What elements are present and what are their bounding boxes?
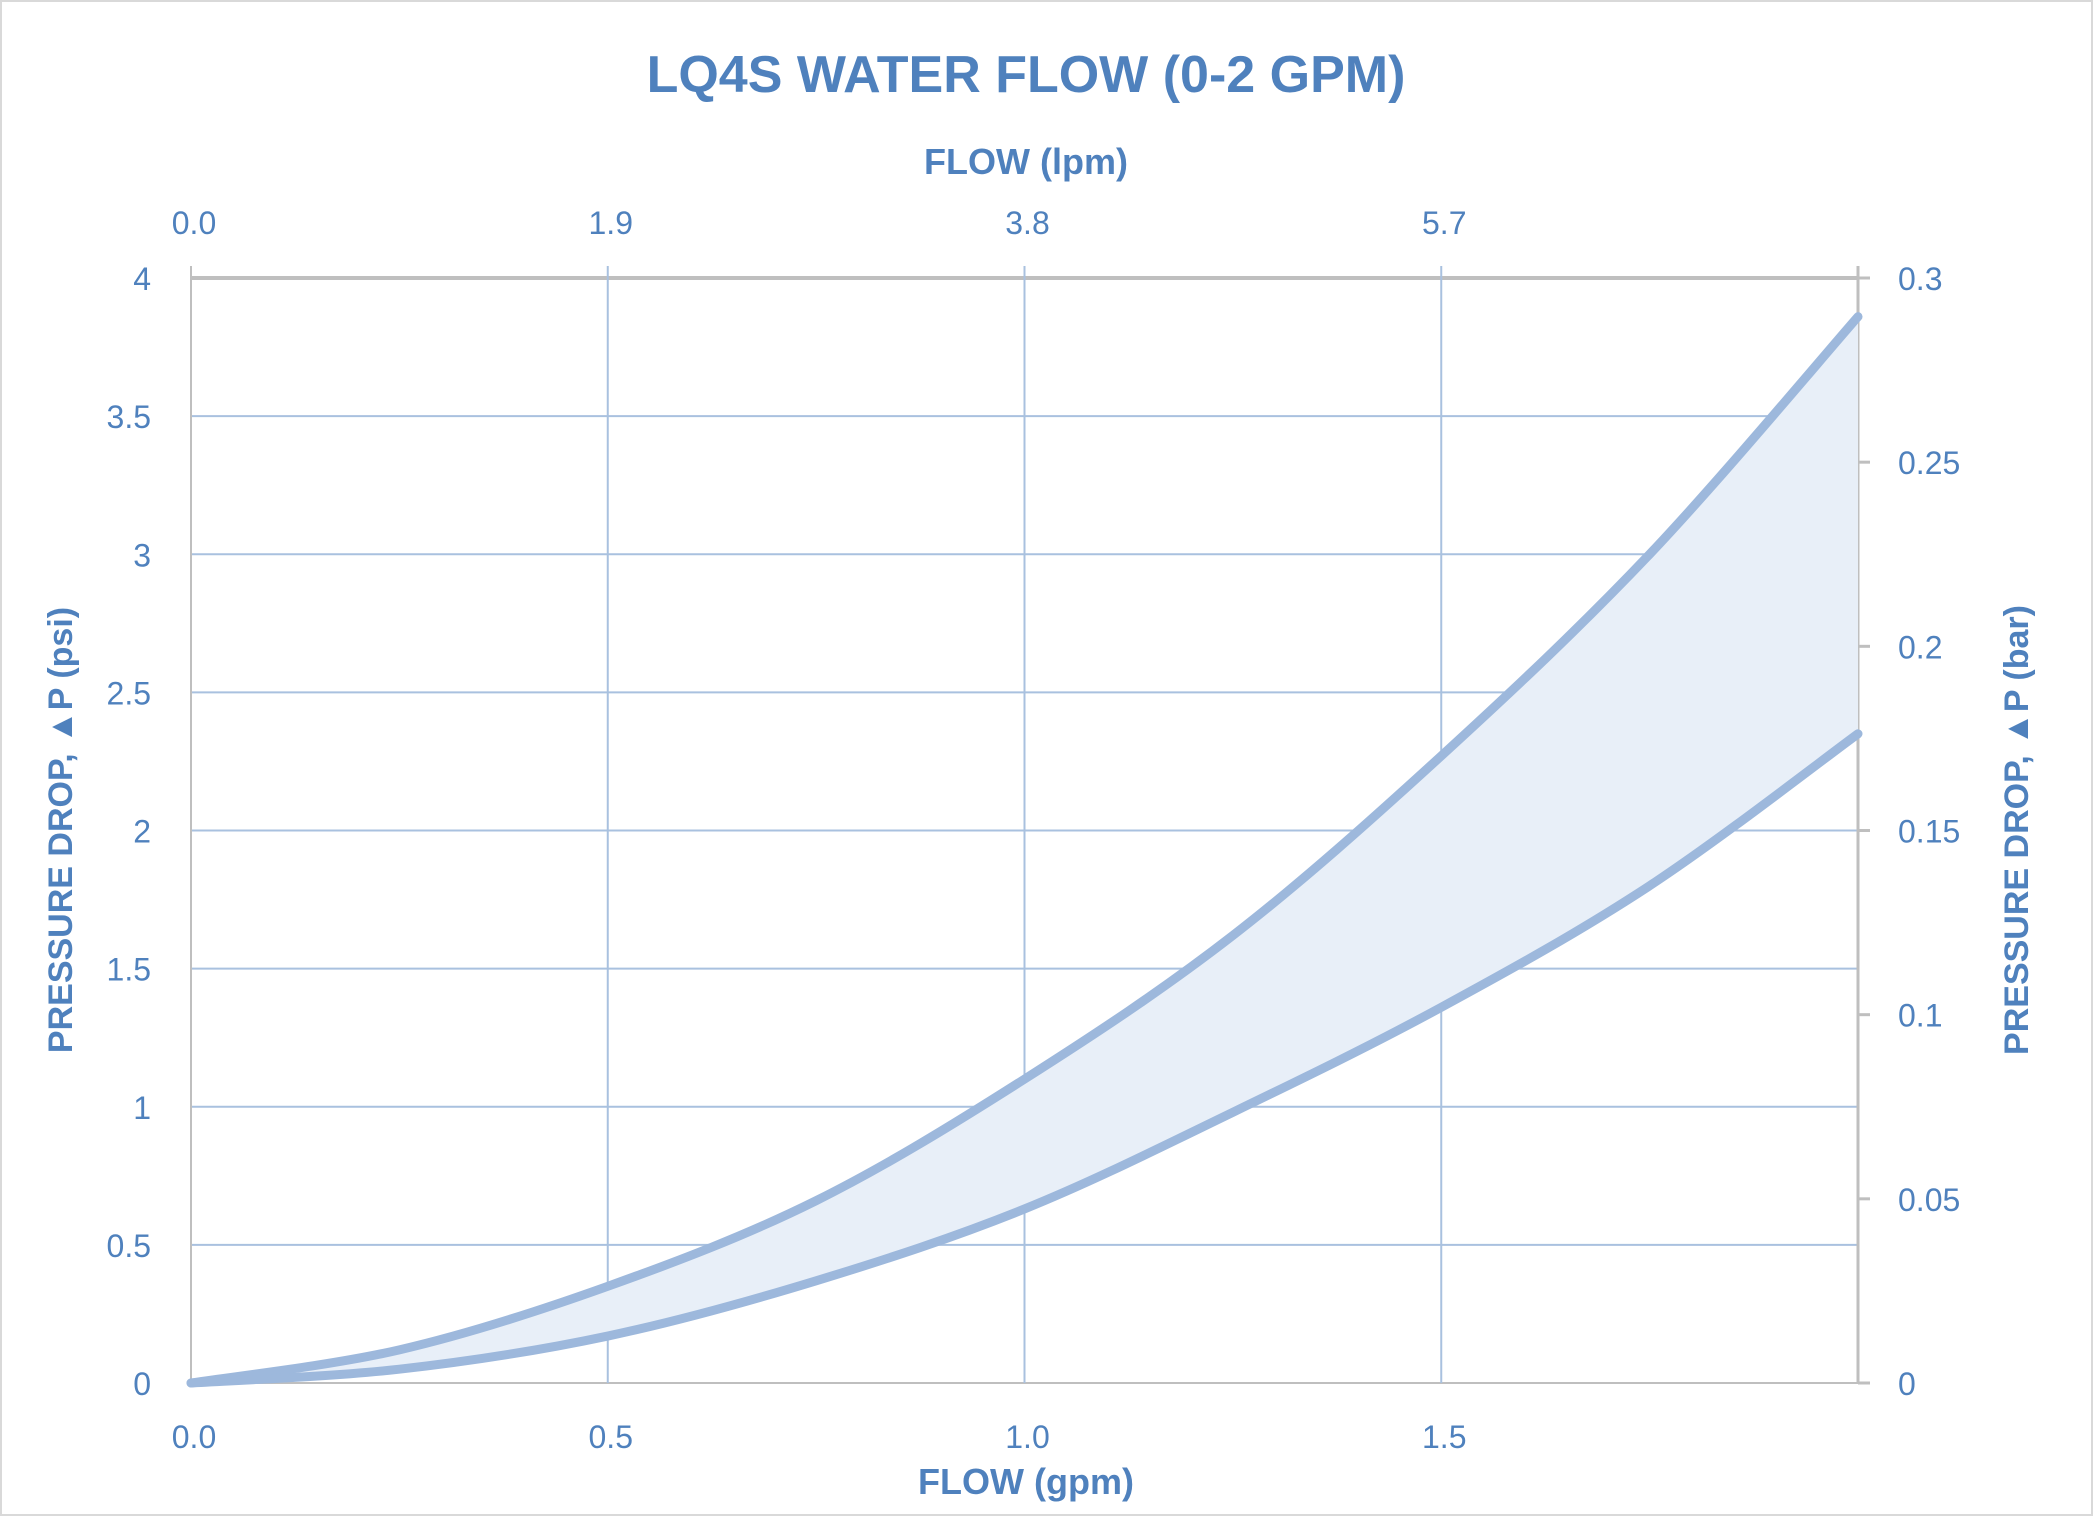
y-tick-label: 1 [133,1090,151,1126]
y-tick-label: 1.5 [107,952,151,988]
x-tick-label: 1.0 [1005,1419,1049,1455]
x-axis-label: FLOW (gpm) [918,1461,1134,1502]
y2-tick-label: 0.1 [1898,998,1942,1034]
y-tick-label: 2 [133,814,151,850]
y-tick-label: 0 [133,1366,151,1402]
x-tick-label: 0.5 [589,1419,633,1455]
y2-tick-label: 0.2 [1898,629,1942,665]
series-upper-line [186,312,1863,1388]
y-tick-label: 0.5 [107,1228,151,1264]
y-tick-label: 3.5 [107,399,151,435]
band-fill [191,316,1858,1383]
y2-tick-label: 0.3 [1898,261,1942,297]
x2-tick-label: 1.9 [589,205,633,241]
x2-tick-label: 5.7 [1422,205,1466,241]
y2-tick-label: 0 [1898,1366,1916,1402]
y2-axis-label: PRESSURE DROP, ▲P (bar) [1998,605,2036,1055]
chart-title: LQ4S WATER FLOW (0-2 GPM) [647,46,1406,104]
x-tick-label: 0.0 [172,1419,216,1455]
x2-tick-label: 3.8 [1005,205,1049,241]
x2-tick-label: 0.0 [172,205,216,241]
series-lower-line [186,729,1863,1388]
y-tick-label: 3 [133,537,151,573]
y-tick-label: 4 [133,261,151,297]
x-tick-label: 1.5 [1422,1419,1466,1455]
y-tick-label: 2.5 [107,675,151,711]
top-axis-label: FLOW (lpm) [924,141,1128,182]
y2-tick-label: 0.25 [1898,445,1960,481]
y2-tick-label: 0.15 [1898,814,1960,850]
y2-tick-label: 0.05 [1898,1182,1960,1218]
y-axis-label: PRESSURE DROP, ▲P (psi) [42,607,80,1053]
